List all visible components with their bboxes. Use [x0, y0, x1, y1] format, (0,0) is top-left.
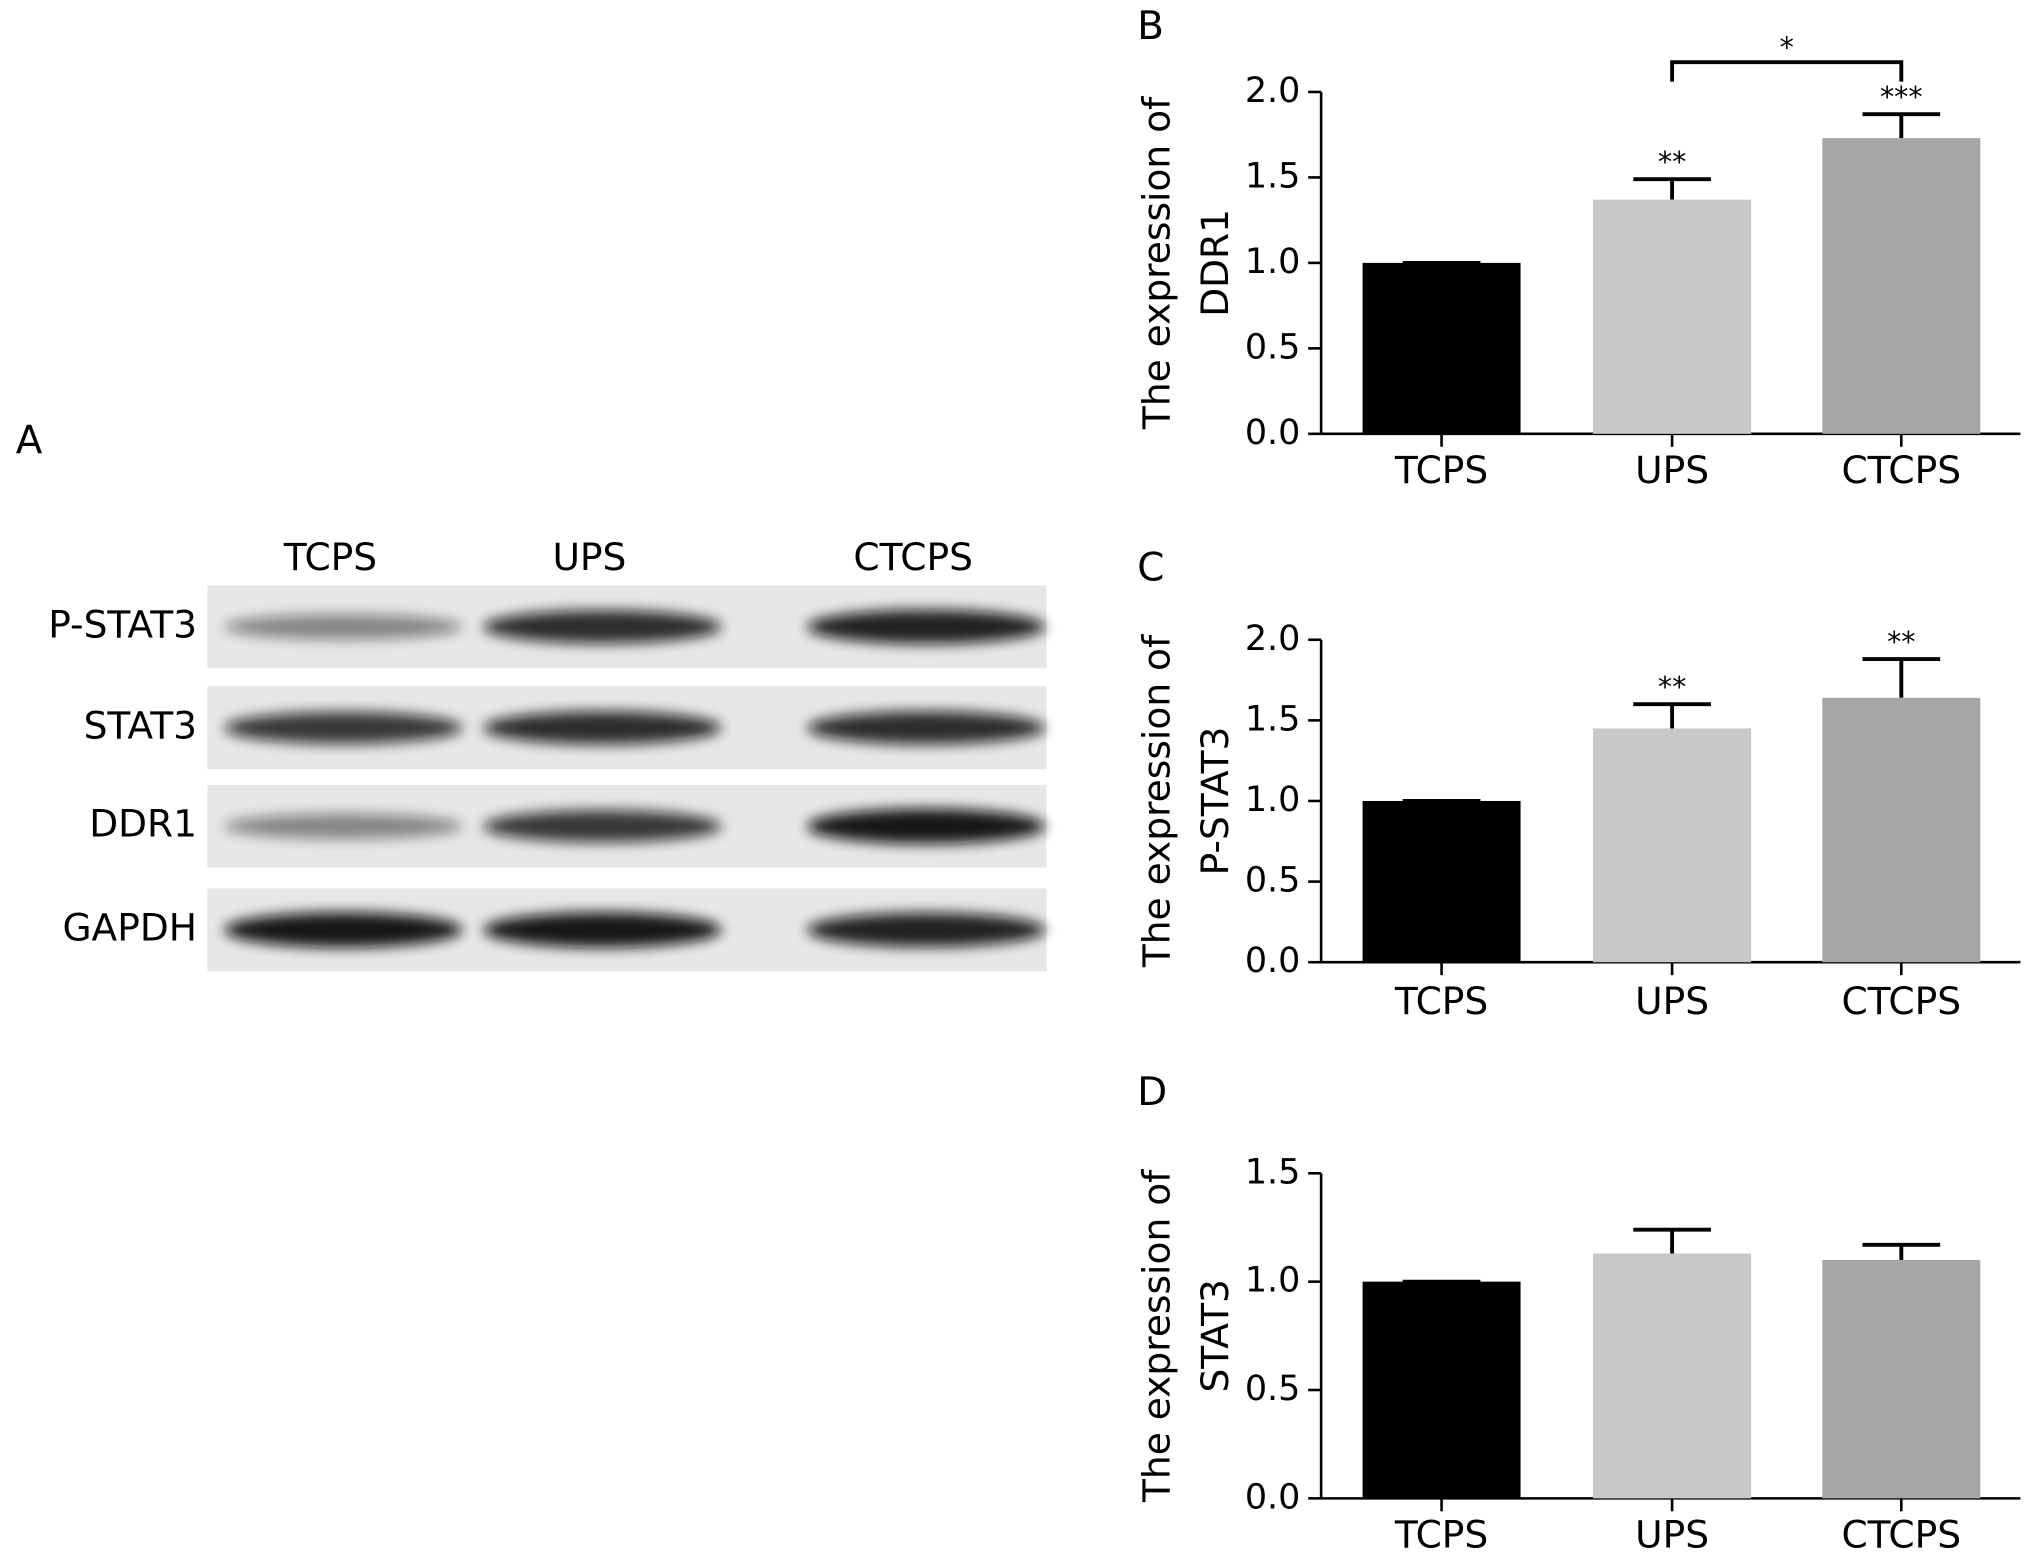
blot-band — [806, 711, 1046, 745]
y-axis-label: DDR1 — [1193, 209, 1237, 317]
bar — [1822, 1259, 1981, 1499]
blot-band — [224, 912, 463, 948]
y-tick-label: 1.5 — [1245, 156, 1301, 196]
significance-label: ** — [1658, 146, 1686, 179]
significance-label: ** — [1658, 671, 1686, 704]
y-axis-label: P-STAT3 — [1193, 727, 1237, 876]
blot-band — [806, 912, 1046, 947]
y-tick-label: 0.0 — [1245, 413, 1301, 453]
blot-band — [224, 813, 463, 839]
x-tick-label: TCPS — [1394, 1513, 1488, 1557]
bar — [1822, 697, 1981, 963]
bar — [1593, 728, 1752, 963]
bar — [1362, 800, 1521, 963]
y-tick-label: 1.0 — [1245, 1261, 1301, 1301]
y-axis-label: The expression of — [1135, 1169, 1179, 1503]
bar — [1593, 199, 1752, 434]
y-tick-label: 1.0 — [1245, 242, 1301, 282]
blot-column-label: CTCPS — [853, 535, 973, 579]
y-tick-label: 2.0 — [1245, 619, 1301, 659]
significance-bracket — [1670, 60, 1904, 82]
y-tick-label: 1.5 — [1245, 1152, 1301, 1192]
panel-label: C — [1137, 545, 1164, 590]
bar — [1362, 262, 1521, 434]
blot-band — [224, 711, 463, 744]
x-tick-label: UPS — [1635, 448, 1709, 492]
blot-row-label: P-STAT3 — [48, 602, 197, 646]
blot-band — [483, 810, 722, 843]
x-tick-label: CTCPS — [1841, 448, 1961, 492]
blot-band — [224, 614, 463, 640]
x-tick-label: TCPS — [1394, 979, 1488, 1023]
blot-band — [806, 609, 1046, 644]
x-tick-label: TCPS — [1394, 448, 1488, 492]
y-tick-label: 1.0 — [1245, 780, 1301, 820]
y-tick-label: 0.5 — [1245, 327, 1301, 367]
blot-band — [483, 711, 722, 745]
panel-label: B — [1137, 4, 1164, 49]
bar — [1822, 138, 1981, 434]
y-tick-label: 2.0 — [1245, 71, 1301, 111]
y-axis-label: The expression of — [1135, 634, 1179, 968]
x-tick-label: UPS — [1635, 979, 1709, 1023]
blot-column-label: TCPS — [283, 535, 377, 579]
significance-label: ** — [1887, 626, 1915, 659]
blot-band — [483, 610, 722, 644]
y-tick-label: 0.5 — [1245, 861, 1301, 901]
bar — [1593, 1253, 1752, 1499]
blot-band — [806, 808, 1046, 844]
y-tick-label: 0.5 — [1245, 1369, 1301, 1409]
bar — [1362, 1281, 1521, 1499]
blot-column-label: UPS — [552, 535, 626, 579]
x-tick-label: UPS — [1635, 1513, 1709, 1557]
y-axis-label: The expression of — [1135, 96, 1179, 430]
y-tick-label: 0.0 — [1245, 941, 1301, 981]
y-tick-label: 0.0 — [1245, 1477, 1301, 1517]
blot-row-label: STAT3 — [84, 703, 197, 747]
blot-band — [483, 912, 722, 948]
x-tick-label: CTCPS — [1841, 979, 1961, 1023]
blot-row-label: GAPDH — [62, 905, 197, 949]
y-tick-label: 1.5 — [1245, 699, 1301, 739]
significance-label: * — [1780, 31, 1794, 64]
significance-label: *** — [1880, 81, 1923, 114]
blot-row-label: DDR1 — [89, 802, 197, 846]
panel-label: D — [1137, 1070, 1167, 1115]
y-axis-label: STAT3 — [1193, 1279, 1237, 1392]
x-tick-label: CTCPS — [1841, 1513, 1961, 1557]
panel-label: A — [16, 418, 43, 463]
